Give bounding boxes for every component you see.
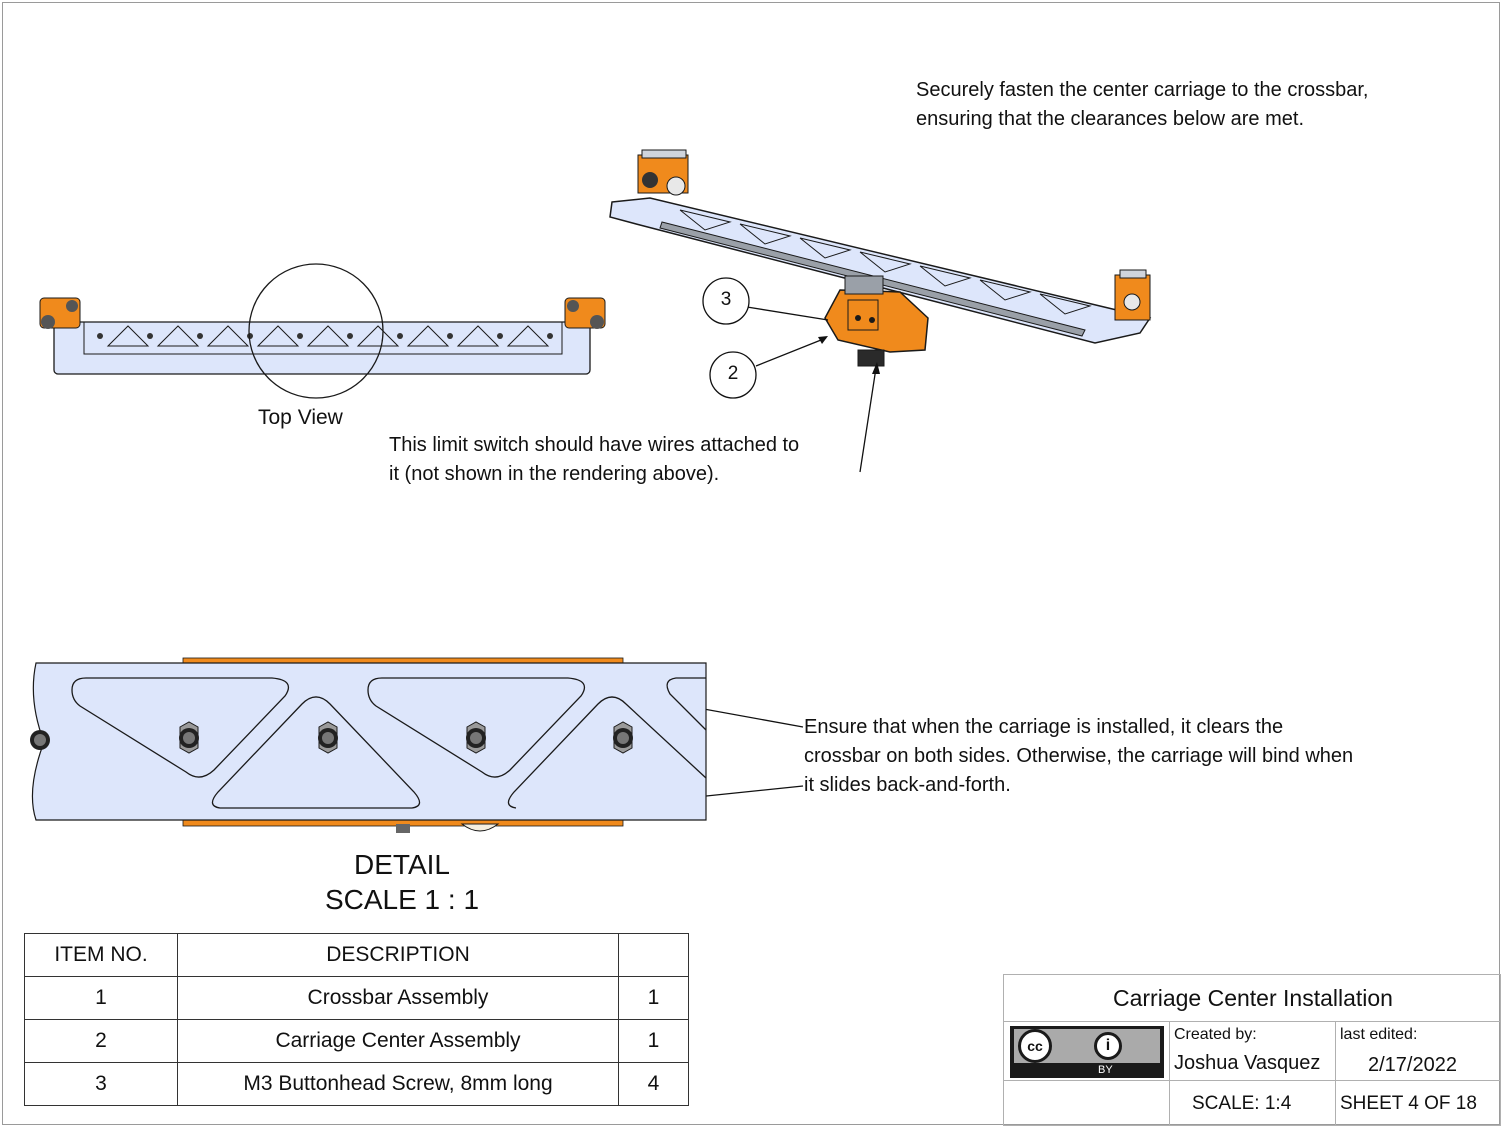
- last-edited-cell: last edited: 2/17/2022: [1335, 1021, 1501, 1081]
- attribution-icon: i: [1094, 1032, 1122, 1060]
- detail-label: DETAIL: [354, 849, 450, 880]
- sheet-number: SHEET 4 OF 18: [1340, 1093, 1477, 1114]
- crossbar-plate: [609, 197, 1152, 344]
- author-name: Joshua Vasquez: [1174, 1052, 1321, 1074]
- detail-scale-label: SCALE 1 : 1: [324, 884, 480, 915]
- top-view-label: Top View: [258, 406, 343, 429]
- bom-description: Crossbar Assembly: [177, 976, 619, 1020]
- bom-header-row: ITEM NO. DESCRIPTION: [24, 933, 689, 977]
- bom-row: 1 Crossbar Assembly 1: [24, 976, 689, 1020]
- callout-2-label: 2: [727, 363, 739, 384]
- right-idler-assembly: [1114, 269, 1151, 321]
- bom-header-description: DESCRIPTION: [177, 933, 619, 977]
- callout-3-label: 3: [720, 289, 732, 310]
- scale-cell: SCALE: 1:4: [1169, 1080, 1336, 1126]
- detail-crossbar: [31, 662, 707, 821]
- isometric-assembly-view: [609, 149, 1152, 367]
- sheet-number-cell: SHEET 4 OF 18: [1335, 1080, 1501, 1126]
- detail-view-drawing: [30, 657, 707, 833]
- bill-of-materials-table: ITEM NO. DESCRIPTION 1 Crossbar Assembly…: [24, 933, 689, 1106]
- left-idler-assembly: [637, 149, 689, 196]
- created-by-cell: Created by: Joshua Vasquez: [1169, 1021, 1336, 1081]
- bom-header-item: ITEM NO.: [24, 933, 178, 977]
- license-cell: cc i BY: [1003, 1021, 1170, 1081]
- bom-item-no: 3: [24, 1062, 178, 1106]
- drawing-title: Carriage Center Installation: [1113, 985, 1393, 1011]
- bom-qty: 1: [618, 976, 689, 1020]
- sheet-scale: SCALE: 1:4: [1192, 1093, 1292, 1114]
- note-limit-switch: This limit switch should have wires atta…: [389, 434, 800, 485]
- license-by-text: BY: [1098, 1064, 1113, 1076]
- top-view-drawing: [39, 263, 606, 399]
- bom-description: Carriage Center Assembly: [177, 1019, 619, 1063]
- bom-description: M3 Buttonhead Screw, 8mm long: [177, 1062, 619, 1106]
- callout-bubble-3: [702, 277, 750, 325]
- cc-by-license-badge: cc i BY: [1010, 1026, 1164, 1078]
- bom-qty: 1: [618, 1019, 689, 1063]
- bom-row: 3 M3 Buttonhead Screw, 8mm long 4: [24, 1062, 689, 1106]
- bom-row: 2 Carriage Center Assembly 1: [24, 1019, 689, 1063]
- center-carriage: [824, 275, 929, 353]
- top-view-left-idler: [39, 297, 81, 329]
- detail-nuts: [30, 721, 633, 754]
- top-view-crossbar: [53, 321, 591, 375]
- bom-qty: 4: [618, 1062, 689, 1106]
- callout-bubble-2: [709, 351, 757, 399]
- top-view-right-idler: [564, 297, 606, 329]
- created-by-label: Created by:: [1174, 1026, 1257, 1043]
- limit-switch: [857, 349, 885, 367]
- bom-item-no: 1: [24, 976, 178, 1020]
- note-clearance: Ensure that when the carriage is install…: [804, 716, 1354, 796]
- blank-cell: [1003, 1080, 1170, 1126]
- title-cell: Carriage Center Installation: [1003, 974, 1501, 1022]
- bom-item-no: 2: [24, 1019, 178, 1063]
- title-block: Carriage Center Installation cc i BY Cre…: [1003, 974, 1501, 1126]
- cc-icon: cc: [1018, 1029, 1052, 1063]
- note-fasten: Securely fasten the center carriage to t…: [916, 79, 1369, 130]
- bom-header-qty: [618, 933, 689, 977]
- detail-circle: [248, 263, 384, 399]
- last-edited-date: 2/17/2022: [1368, 1054, 1457, 1076]
- last-edited-label: last edited:: [1340, 1026, 1418, 1043]
